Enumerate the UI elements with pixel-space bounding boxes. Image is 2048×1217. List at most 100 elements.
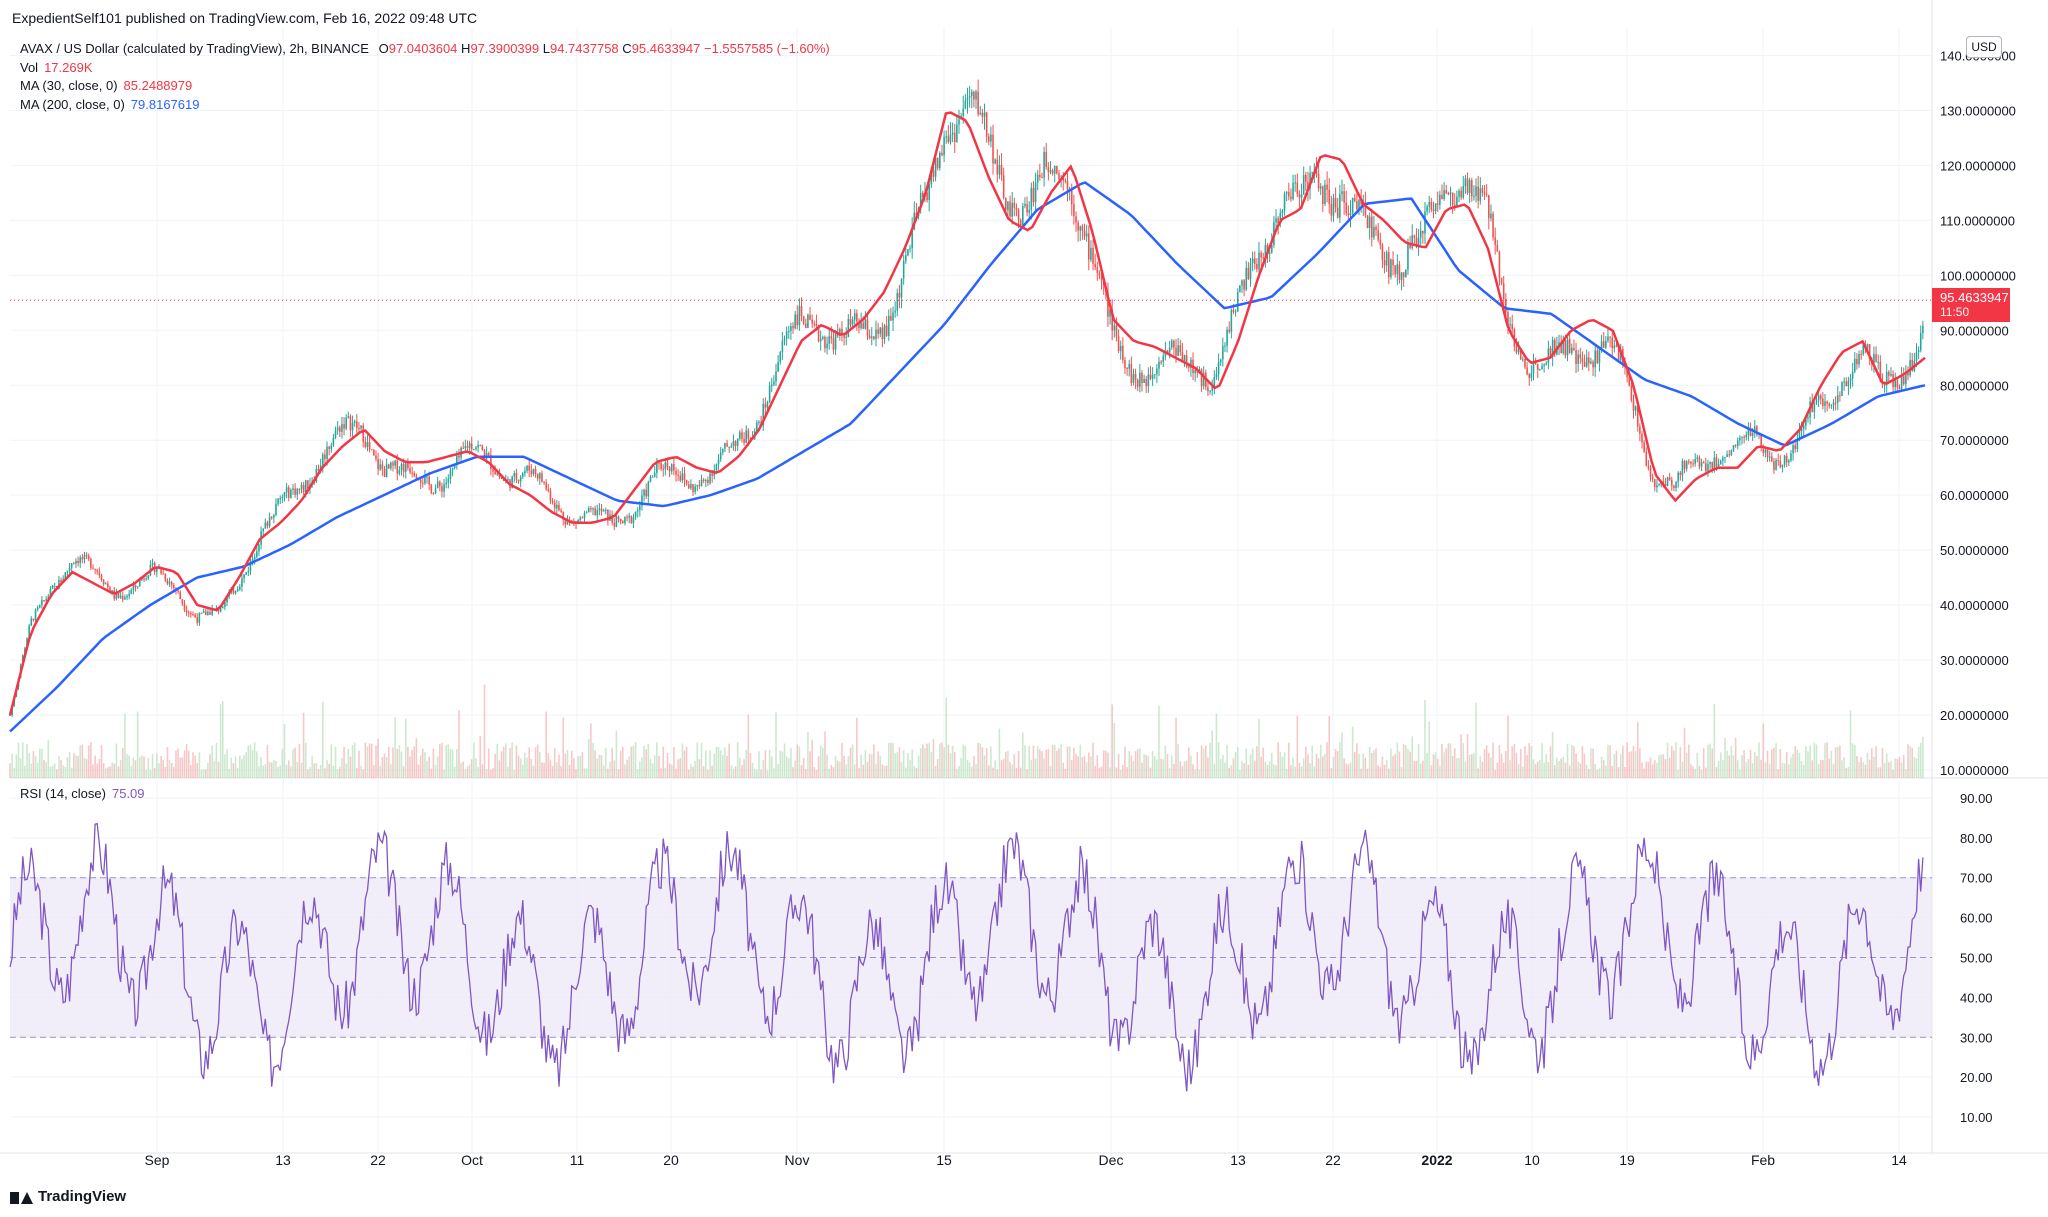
- candle-body: [951, 132, 954, 135]
- volume-bar: [1170, 755, 1173, 778]
- candle-body: [390, 462, 392, 469]
- candle-body: [607, 510, 609, 521]
- candle-body: [1858, 354, 1860, 365]
- volume-bar: [1394, 754, 1396, 778]
- volume-bar: [1524, 746, 1526, 778]
- candle-body: [1579, 354, 1582, 359]
- candle-body: [1702, 462, 1705, 464]
- volume-bar: [1173, 764, 1175, 778]
- candle-body: [1553, 339, 1556, 355]
- volume-bar: [749, 753, 752, 778]
- ma30-label[interactable]: MA (30, close, 0): [20, 78, 118, 93]
- candle-body: [164, 573, 167, 581]
- candle-body: [1239, 285, 1241, 293]
- volume-bar: [1113, 722, 1116, 778]
- rsi-label[interactable]: RSI (14, close): [20, 786, 106, 801]
- volume-bar: [841, 743, 843, 778]
- volume-bar: [107, 767, 109, 778]
- candle-body: [1662, 481, 1665, 484]
- candle-body: [562, 511, 565, 520]
- candle-body: [470, 443, 473, 450]
- volume-bar: [1094, 765, 1096, 778]
- volume-bar: [953, 751, 956, 778]
- candle-body: [632, 517, 635, 524]
- volume-bar: [536, 744, 539, 778]
- candle-body: [617, 516, 620, 519]
- candle-body: [587, 508, 590, 513]
- volume-bar: [1609, 745, 1611, 778]
- ma200-label[interactable]: MA (200, close, 0): [20, 96, 125, 112]
- candle-body: [1896, 380, 1899, 388]
- volume-bar: [1628, 752, 1631, 778]
- candle-body: [645, 489, 648, 497]
- currency-button[interactable]: USD: [1966, 36, 2002, 58]
- volume-bar: [549, 759, 552, 778]
- candle-body: [1128, 363, 1131, 369]
- candle-body: [881, 327, 884, 340]
- candle-body: [1532, 361, 1535, 374]
- symbol-label[interactable]: AVAX / US Dollar (calculated by TradingV…: [20, 41, 369, 56]
- candle-body: [1170, 340, 1173, 348]
- candle-body: [558, 504, 560, 511]
- candle-body: [1002, 175, 1005, 198]
- candle-body: [1009, 201, 1011, 217]
- tradingview-logo[interactable]: TradingView: [10, 1188, 126, 1205]
- volume-bar: [1849, 710, 1852, 778]
- volume-bar: [845, 764, 848, 778]
- vol-label[interactable]: Vol: [20, 59, 39, 75]
- volume-bar: [304, 742, 307, 778]
- volume-bar: [1432, 754, 1435, 778]
- candle-body: [1247, 267, 1250, 280]
- volume-bar: [894, 753, 896, 778]
- volume-bar: [1322, 756, 1324, 778]
- price-tick-label: 60.0000000: [1940, 488, 2009, 503]
- candle-body: [1813, 402, 1816, 413]
- candle-body: [104, 583, 107, 585]
- candle-body: [1426, 206, 1428, 212]
- candle-body: [336, 427, 339, 431]
- candle-body: [547, 488, 550, 491]
- candle-body: [1688, 461, 1690, 463]
- volume-bar: [453, 766, 456, 778]
- volume-bar: [1047, 749, 1050, 778]
- volume-bar: [1815, 744, 1818, 778]
- candle-body: [928, 184, 930, 201]
- candle-body: [622, 521, 624, 524]
- candle-body: [726, 443, 728, 447]
- volume-bar: [239, 755, 241, 778]
- volume-bar: [460, 762, 462, 778]
- candle-body: [679, 475, 682, 481]
- volume-bar: [1345, 763, 1348, 778]
- vol-value: 17.269K: [44, 59, 93, 75]
- candle-body: [1741, 436, 1743, 438]
- symbol-row: AVAX / US Dollar (calculated by TradingV…: [20, 40, 830, 59]
- candle-body: [685, 479, 688, 485]
- volume-bar: [1817, 764, 1820, 778]
- volume-bar: [545, 711, 547, 778]
- candle-body: [1785, 455, 1788, 463]
- volume-bar: [1873, 756, 1875, 778]
- volume-bar: [1898, 756, 1901, 778]
- volume-bar: [877, 751, 879, 778]
- volume-bar: [1456, 758, 1458, 778]
- candle-body: [1483, 192, 1486, 194]
- volume-bar: [1579, 763, 1582, 778]
- candle-body: [1583, 362, 1586, 367]
- volume-bar: [813, 766, 816, 778]
- volume-bar: [1485, 745, 1488, 778]
- volume-bar: [339, 766, 341, 778]
- volume-bar: [1881, 748, 1884, 778]
- volume-bar: [1536, 761, 1539, 778]
- candle-body: [700, 479, 703, 486]
- candle-body: [375, 455, 377, 460]
- candle-body: [1658, 484, 1660, 486]
- volume-bar: [1741, 755, 1743, 778]
- volume-bar: [432, 748, 435, 778]
- volume-bar: [1690, 764, 1692, 778]
- volume-bar: [973, 755, 975, 778]
- candle-body: [1200, 369, 1203, 387]
- candle-body: [258, 544, 260, 552]
- volume-bar: [1662, 754, 1665, 778]
- volume-bar: [1115, 767, 1118, 778]
